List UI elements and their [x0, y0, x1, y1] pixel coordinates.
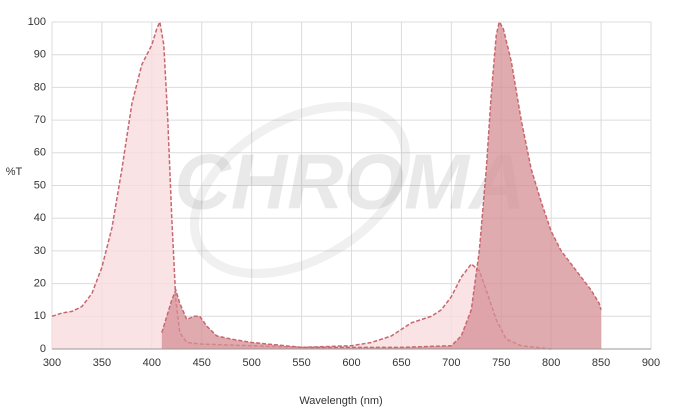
y-axis-label: %T: [6, 166, 23, 178]
x-tick-label: 900: [642, 357, 660, 369]
area: [52, 22, 552, 349]
y-tick-label: 30: [34, 245, 46, 257]
y-tick-label: 0: [40, 343, 46, 355]
y-tick-label: 40: [34, 212, 46, 224]
watermark: CHROMA: [175, 138, 526, 226]
x-tick-label: 500: [242, 357, 260, 369]
line: [161, 20, 602, 349]
y-tick-label: 10: [34, 310, 46, 322]
x-tick-label: 300: [43, 357, 61, 369]
x-tick-label: 400: [143, 357, 161, 369]
y-tick-label: 60: [34, 147, 46, 159]
y-tick-label: 70: [34, 114, 46, 126]
y-tick-label: 80: [34, 81, 46, 93]
y-tick-label: 90: [34, 49, 46, 61]
x-axis-label: Wavelength (nm): [299, 395, 382, 407]
x-tick-label: 650: [392, 357, 410, 369]
line: [51, 19, 552, 350]
x-tick-label: 350: [93, 357, 111, 369]
watermark-swoosh: [189, 101, 411, 279]
x-tick-label: 800: [542, 357, 560, 369]
x-tick-label: 850: [592, 357, 610, 369]
x-tick-label: 450: [193, 357, 211, 369]
y-tick-label: 50: [34, 179, 46, 191]
x-tick-label: 550: [292, 357, 310, 369]
y-tick-label: 100: [28, 16, 46, 28]
x-tick-label: 700: [442, 357, 460, 369]
x-tick-label: 750: [492, 357, 510, 369]
x-tick-label: 600: [342, 357, 360, 369]
y-tick-label: 20: [34, 278, 46, 290]
